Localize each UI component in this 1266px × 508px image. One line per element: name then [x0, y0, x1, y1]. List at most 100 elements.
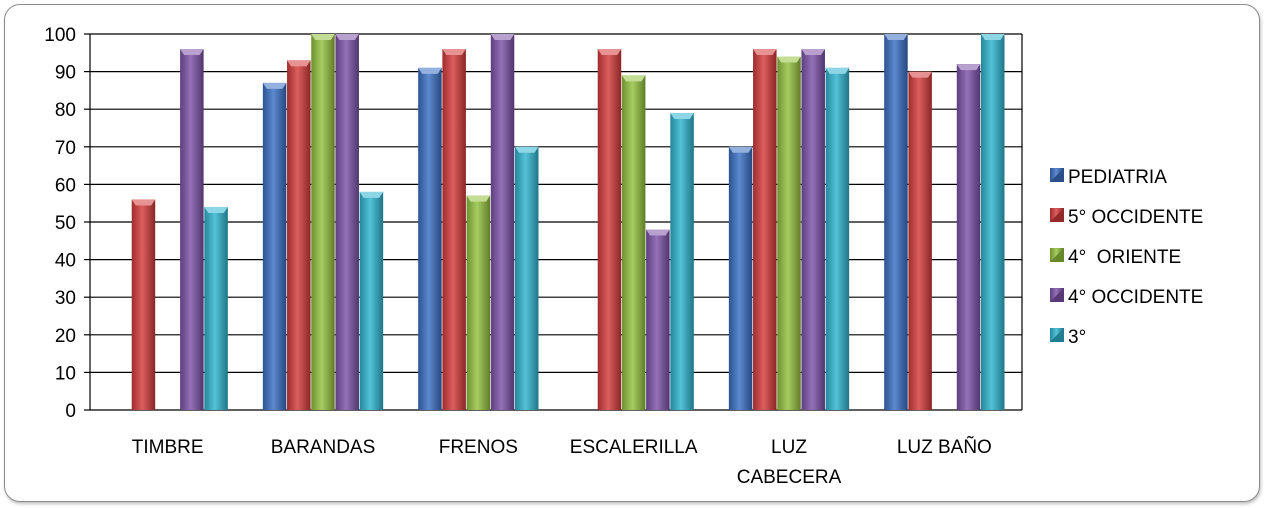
bar-top: [728, 146, 753, 153]
bar: [670, 112, 694, 411]
y-tick-label: 60: [55, 175, 76, 196]
bar-body: [825, 67, 850, 410]
y-tick-label: 50: [55, 213, 76, 234]
legend: PEDIATRIA 5° OCCIDENTE 4° ORIENTE 4° OCCIDE…: [1050, 167, 1203, 348]
bar-top: [980, 34, 1005, 40]
legend-label: 5° OCCIDENTE: [1068, 207, 1203, 228]
bar: [884, 34, 908, 410]
x-tick-label: FRENOS: [439, 437, 518, 458]
bar-top: [908, 71, 932, 78]
bar-body: [287, 60, 311, 410]
y-tick-label: 0: [65, 401, 76, 422]
legend-item: PEDIATRIA: [1050, 167, 1167, 188]
bar-body: [956, 64, 981, 410]
y-tick-label: 20: [55, 326, 76, 347]
y-tick-label: 10: [55, 363, 76, 384]
bar-top: [753, 49, 777, 56]
bar-top: [621, 75, 646, 82]
bar-top: [131, 199, 156, 206]
bar-body: [670, 112, 694, 411]
legend-swatch-shade: [1050, 168, 1064, 182]
bar-top: [514, 146, 539, 153]
y-tick-label: 90: [55, 63, 76, 84]
bar-top: [777, 56, 801, 63]
y-axis-ticks: 0 10 20 30 40 50 60 70 80 90 100: [44, 25, 90, 422]
bar: [204, 206, 228, 410]
bar: [728, 146, 753, 411]
bar: [359, 191, 384, 410]
legend-label: 3°: [1068, 327, 1086, 348]
x-tick-label: BARANDAS: [271, 437, 376, 458]
legend-item: 3°: [1050, 327, 1086, 348]
bar-top: [442, 49, 466, 56]
bar-body: [908, 71, 932, 410]
bar-body: [466, 195, 491, 410]
bar-top: [262, 82, 287, 89]
y-tick-label: 80: [55, 100, 76, 121]
bar-body: [311, 34, 335, 410]
bar: [418, 67, 442, 410]
bar: [442, 49, 466, 410]
bar-top: [646, 229, 670, 236]
x-tick-label: LUZ CABECERA: [737, 437, 842, 488]
x-tick-label: TIMBRE: [132, 437, 204, 458]
bar-top: [204, 206, 228, 213]
bar-top: [287, 60, 311, 67]
bar-body: [180, 49, 204, 410]
bar-top: [359, 191, 384, 198]
bar: [311, 34, 335, 410]
bar-top: [884, 34, 908, 40]
bar: [980, 34, 1005, 410]
bar: [262, 82, 287, 410]
legend-swatch-shade: [1050, 248, 1064, 262]
bar-body: [753, 49, 777, 410]
bar: [621, 75, 646, 411]
bar-body: [884, 34, 908, 410]
legend-label: PEDIATRIA: [1068, 167, 1167, 188]
bar: [597, 49, 622, 410]
grid-lines: [89, 33, 1023, 411]
bar-top: [418, 67, 442, 74]
x-tick-label: ESCALERILLA: [570, 437, 698, 458]
bar: [956, 64, 981, 410]
legend-item: 4° OCCIDENTE: [1050, 287, 1203, 308]
legend-swatch-shade: [1050, 208, 1064, 222]
bar-top: [825, 67, 850, 74]
y-tick-label: 30: [55, 288, 76, 309]
legend-swatch-shade: [1050, 328, 1064, 342]
bar-top: [956, 64, 981, 71]
bar: [753, 49, 777, 410]
bar-body: [335, 34, 359, 410]
bar-body: [514, 146, 539, 411]
bar-body: [359, 191, 384, 410]
bar-body: [777, 56, 801, 411]
legend-label: 4° ORIENTE: [1068, 247, 1181, 268]
bar-body: [490, 34, 515, 410]
bar-top: [490, 34, 515, 40]
bar-top: [801, 49, 825, 56]
bar-top: [597, 49, 622, 56]
bar-body: [801, 49, 825, 410]
bars: [131, 34, 1005, 411]
bar-body: [597, 49, 622, 410]
x-tick-label: LUZ BAÑO: [897, 436, 992, 458]
bar: [335, 34, 359, 410]
y-tick-label: 100: [44, 25, 76, 46]
bar: [287, 60, 311, 410]
bar: [180, 49, 204, 410]
bar-body: [131, 199, 156, 410]
bar: [825, 67, 850, 410]
bar-body: [646, 229, 670, 410]
bar-body: [262, 82, 287, 410]
bar-body: [980, 34, 1005, 410]
bar: [777, 56, 801, 411]
bar-body: [418, 67, 442, 410]
bar-top: [311, 34, 335, 40]
bar: [801, 49, 825, 410]
legend-item: 5° OCCIDENTE: [1050, 207, 1203, 228]
legend-swatch-shade: [1050, 288, 1064, 302]
bar-body: [204, 206, 228, 410]
bar: [131, 199, 156, 410]
bar-top: [466, 195, 491, 202]
bar-top: [670, 112, 694, 119]
